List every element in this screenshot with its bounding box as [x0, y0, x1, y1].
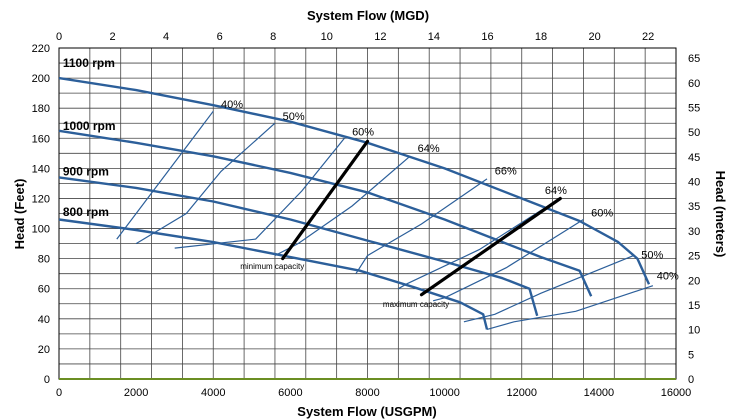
y-tick-label-left: 60 — [38, 284, 50, 296]
x-tick-label: 2000 — [124, 387, 148, 399]
y-tick-label-right: 10 — [688, 325, 700, 337]
rpm-label: 1000 rpm — [63, 119, 116, 133]
top-axis-title: System Flow (MGD) — [307, 8, 429, 23]
x-tick-label: 4000 — [201, 387, 225, 399]
top-tick-label: 2 — [109, 31, 115, 43]
y-tick-label-right: 20 — [688, 275, 700, 287]
y-tick-label-right: 40 — [688, 177, 700, 189]
y-tick-label-right: 60 — [688, 78, 700, 90]
y-tick-label-right: 0 — [688, 374, 694, 386]
y-tick-label-left: 140 — [32, 163, 50, 175]
x-tick-label: 0 — [56, 387, 62, 399]
y-tick-label-right: 55 — [688, 103, 700, 115]
efficiency-curve — [432, 218, 584, 302]
efficiency-label: 40% — [657, 271, 679, 283]
top-tick-label: 18 — [535, 31, 547, 43]
y-axis-title-right: Head (meters) — [713, 171, 728, 258]
efficiency-curve — [274, 155, 411, 257]
pump-curve — [58, 76, 651, 285]
top-tick-label: 16 — [481, 31, 493, 43]
x-tick-label: 16000 — [661, 387, 692, 399]
grid — [58, 47, 677, 380]
top-tick-label: 0 — [56, 31, 62, 43]
efficiency-label: 66% — [495, 165, 517, 177]
operating-line — [281, 139, 370, 261]
y-tick-label-left: 80 — [38, 254, 50, 266]
y-tick-label-left: 120 — [32, 193, 50, 205]
y-tick-label-right: 35 — [688, 201, 700, 213]
y-tick-label-right: 50 — [688, 127, 700, 139]
y-tick-label-right: 5 — [688, 349, 694, 361]
y-tick-label-right: 25 — [688, 251, 700, 263]
y-tick-label-left: 200 — [32, 73, 50, 85]
efficiency-label: 60% — [591, 208, 613, 220]
x-tick-label: 8000 — [355, 387, 379, 399]
curves — [58, 76, 654, 330]
top-tick-label: 22 — [642, 31, 654, 43]
y-tick-label-left: 100 — [32, 224, 50, 236]
top-tick-label: 10 — [321, 31, 333, 43]
operating-line-label: minimum capacity — [240, 262, 304, 271]
rpm-label: 1100 rpm — [63, 56, 115, 70]
pump-curve — [58, 176, 539, 317]
y-tick-label-right: 30 — [688, 226, 700, 238]
efficiency-label: 64% — [545, 185, 567, 197]
top-tick-label: 6 — [217, 31, 223, 43]
efficiency-curve — [135, 122, 276, 245]
pump-curve — [58, 129, 593, 297]
y-tick-label-left: 180 — [32, 103, 50, 115]
curve-labels: 1100 rpm 1000 rpm 900 rpm 800 rpm 40% 50% 60% 6… — [63, 56, 679, 309]
efficiency-curve — [116, 110, 214, 240]
top-tick-label: 20 — [588, 31, 600, 43]
top-tick-label: 4 — [163, 31, 169, 43]
y-tick-label-right: 15 — [688, 300, 700, 312]
efficiency-curve — [398, 202, 553, 290]
top-tick-label: 14 — [428, 31, 440, 43]
efficiency-label: 60% — [352, 126, 374, 138]
efficiency-curve — [355, 178, 488, 275]
rpm-label: 800 rpm — [63, 205, 109, 219]
operating-line — [419, 196, 562, 297]
y-tick-label-right: 65 — [688, 53, 700, 65]
operating-line-label: maximum capacity — [383, 300, 449, 309]
y-tick-label-left: 220 — [32, 43, 50, 55]
efficiency-label: 64% — [418, 143, 440, 155]
axes: 0 2000 4000 6000 8000 10000 12000 14000 16000020… — [32, 31, 701, 399]
y-tick-label-left: 160 — [32, 133, 50, 145]
y-tick-label-left: 20 — [38, 344, 50, 356]
x-tick-label: 10000 — [429, 387, 460, 399]
x-tick-label: 6000 — [278, 387, 302, 399]
efficiency-curve — [463, 255, 634, 323]
efficiency-label: 50% — [283, 111, 305, 123]
top-tick-label: 8 — [270, 31, 276, 43]
y-tick-label-right: 45 — [688, 152, 700, 164]
x-tick-label: 12000 — [506, 387, 537, 399]
rpm-label: 900 rpm — [63, 164, 109, 178]
y-axis-title-left: Head (Feet) — [12, 179, 27, 250]
pump-curve — [58, 218, 489, 330]
efficiency-label: 50% — [641, 250, 663, 262]
x-tick-label: 14000 — [584, 387, 615, 399]
efficiency-label: 40% — [221, 99, 243, 111]
x-axis-title: System Flow (USGPM) — [297, 404, 436, 419]
efficiency-curve — [486, 285, 654, 330]
top-tick-label: 12 — [374, 31, 386, 43]
y-tick-label-left: 0 — [44, 374, 50, 386]
y-tick-label-left: 40 — [38, 314, 50, 326]
